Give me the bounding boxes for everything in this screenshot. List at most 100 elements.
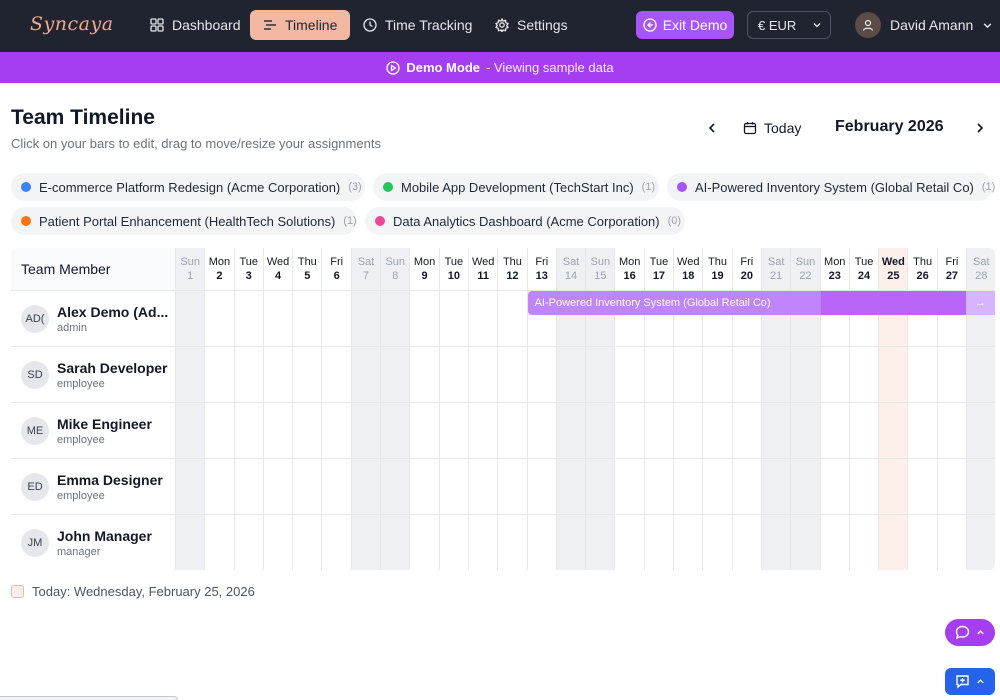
day-cell[interactable] — [556, 403, 587, 459]
day-cell[interactable] — [205, 515, 235, 570]
day-cell[interactable] — [908, 459, 938, 515]
day-cell[interactable] — [469, 459, 499, 515]
day-cell[interactable] — [908, 291, 938, 347]
day-cell[interactable] — [234, 291, 264, 347]
day-cell[interactable] — [586, 459, 616, 515]
day-cell[interactable] — [440, 515, 469, 570]
app-logo[interactable]: Syncaya — [30, 13, 114, 35]
day-cell[interactable] — [293, 403, 323, 459]
day-cell[interactable] — [234, 459, 264, 515]
day-cell[interactable] — [703, 347, 733, 403]
day-cell[interactable] — [498, 515, 528, 570]
day-cell[interactable] — [176, 459, 206, 515]
nav-timeline[interactable]: Timeline — [250, 10, 351, 40]
day-cell[interactable] — [586, 515, 616, 570]
day-cell[interactable] — [410, 291, 440, 347]
day-cell[interactable] — [381, 347, 411, 403]
day-cell[interactable] — [381, 515, 411, 570]
day-cell[interactable] — [703, 291, 733, 347]
day-cell[interactable] — [703, 403, 733, 459]
day-cell[interactable] — [791, 347, 821, 403]
day-cell[interactable] — [439, 347, 469, 403]
day-cell[interactable] — [820, 403, 850, 459]
day-cell[interactable] — [674, 403, 704, 459]
day-cell[interactable] — [410, 347, 440, 403]
day-cell[interactable] — [674, 347, 704, 403]
day-cell[interactable] — [234, 403, 264, 459]
day-cell[interactable] — [381, 459, 411, 515]
day-cell[interactable] — [322, 403, 352, 459]
day-cell[interactable] — [645, 515, 675, 570]
day-cell[interactable] — [176, 291, 206, 347]
day-cell[interactable] — [644, 459, 675, 515]
day-cell[interactable] — [439, 459, 469, 515]
nav-settings[interactable]: Settings — [482, 10, 581, 40]
day-cell[interactable] — [937, 459, 968, 515]
day-cell[interactable] — [879, 347, 909, 403]
day-cell[interactable] — [909, 515, 938, 570]
day-cell[interactable] — [410, 515, 440, 570]
day-cell[interactable] — [586, 347, 616, 403]
day-cell[interactable] — [322, 459, 352, 515]
day-cell[interactable] — [615, 459, 645, 515]
day-cell[interactable] — [527, 459, 557, 515]
day-cell[interactable] — [762, 459, 792, 515]
day-cell[interactable] — [879, 459, 909, 515]
day-cell[interactable] — [732, 347, 762, 403]
day-cell[interactable] — [820, 347, 850, 403]
nav-dashboard[interactable]: Dashboard — [137, 10, 254, 40]
prev-month-button[interactable] — [702, 118, 722, 138]
day-cell[interactable] — [967, 459, 995, 515]
day-cell[interactable] — [937, 403, 968, 459]
day-cell[interactable] — [498, 403, 528, 459]
day-cell[interactable] — [703, 515, 733, 570]
project-chip-ecommerce[interactable]: E-commerce Platform Redesign (Acme Corpo… — [11, 173, 365, 201]
day-cell[interactable] — [879, 403, 909, 459]
day-cell[interactable] — [351, 291, 382, 347]
day-cell[interactable] — [528, 515, 557, 570]
day-cell[interactable] — [322, 347, 352, 403]
arrow-right-icon[interactable]: → — [965, 291, 995, 315]
day-cell[interactable] — [293, 459, 323, 515]
day-cell[interactable] — [498, 347, 528, 403]
day-cell[interactable] — [615, 291, 645, 347]
day-cell[interactable] — [322, 291, 352, 347]
day-cell[interactable] — [176, 515, 206, 570]
day-cell[interactable] — [469, 347, 499, 403]
day-cell[interactable] — [674, 459, 704, 515]
day-cell[interactable] — [644, 403, 675, 459]
day-cell[interactable] — [205, 459, 235, 515]
day-cell[interactable] — [820, 459, 850, 515]
day-cell[interactable] — [908, 403, 938, 459]
project-chip-data-analytics[interactable]: Data Analytics Dashboard (Acme Corporati… — [365, 207, 685, 235]
day-cell[interactable] — [263, 347, 294, 403]
day-cell[interactable] — [615, 347, 645, 403]
next-month-button[interactable] — [970, 118, 990, 138]
day-cell[interactable] — [498, 291, 528, 347]
day-cell[interactable] — [644, 347, 675, 403]
day-cell[interactable] — [616, 515, 645, 570]
day-cell[interactable] — [381, 403, 411, 459]
day-cell[interactable] — [264, 515, 294, 570]
currency-select[interactable]: € EUR — [747, 11, 831, 39]
day-cell[interactable] — [205, 403, 235, 459]
user-menu[interactable]: David Amann — [855, 11, 993, 39]
day-cell[interactable] — [205, 291, 235, 347]
day-cell[interactable] — [176, 347, 206, 403]
day-cell[interactable] — [732, 403, 762, 459]
day-cell[interactable] — [849, 347, 880, 403]
day-cell[interactable] — [498, 459, 528, 515]
day-cell[interactable] — [762, 515, 792, 570]
project-chip-mobile-app[interactable]: Mobile App Development (TechStart Inc) (… — [373, 173, 659, 201]
day-cell[interactable] — [674, 291, 704, 347]
day-cell[interactable] — [821, 515, 850, 570]
day-cell[interactable] — [381, 291, 411, 347]
day-cell[interactable] — [937, 347, 968, 403]
day-cell[interactable] — [556, 459, 587, 515]
day-cell[interactable] — [469, 291, 499, 347]
day-cell[interactable] — [908, 347, 938, 403]
day-cell[interactable] — [293, 347, 323, 403]
project-chip-ai-inventory[interactable]: AI-Powered Inventory System (Global Reta… — [667, 173, 995, 201]
day-cell[interactable] — [351, 347, 382, 403]
day-cell[interactable] — [703, 459, 733, 515]
